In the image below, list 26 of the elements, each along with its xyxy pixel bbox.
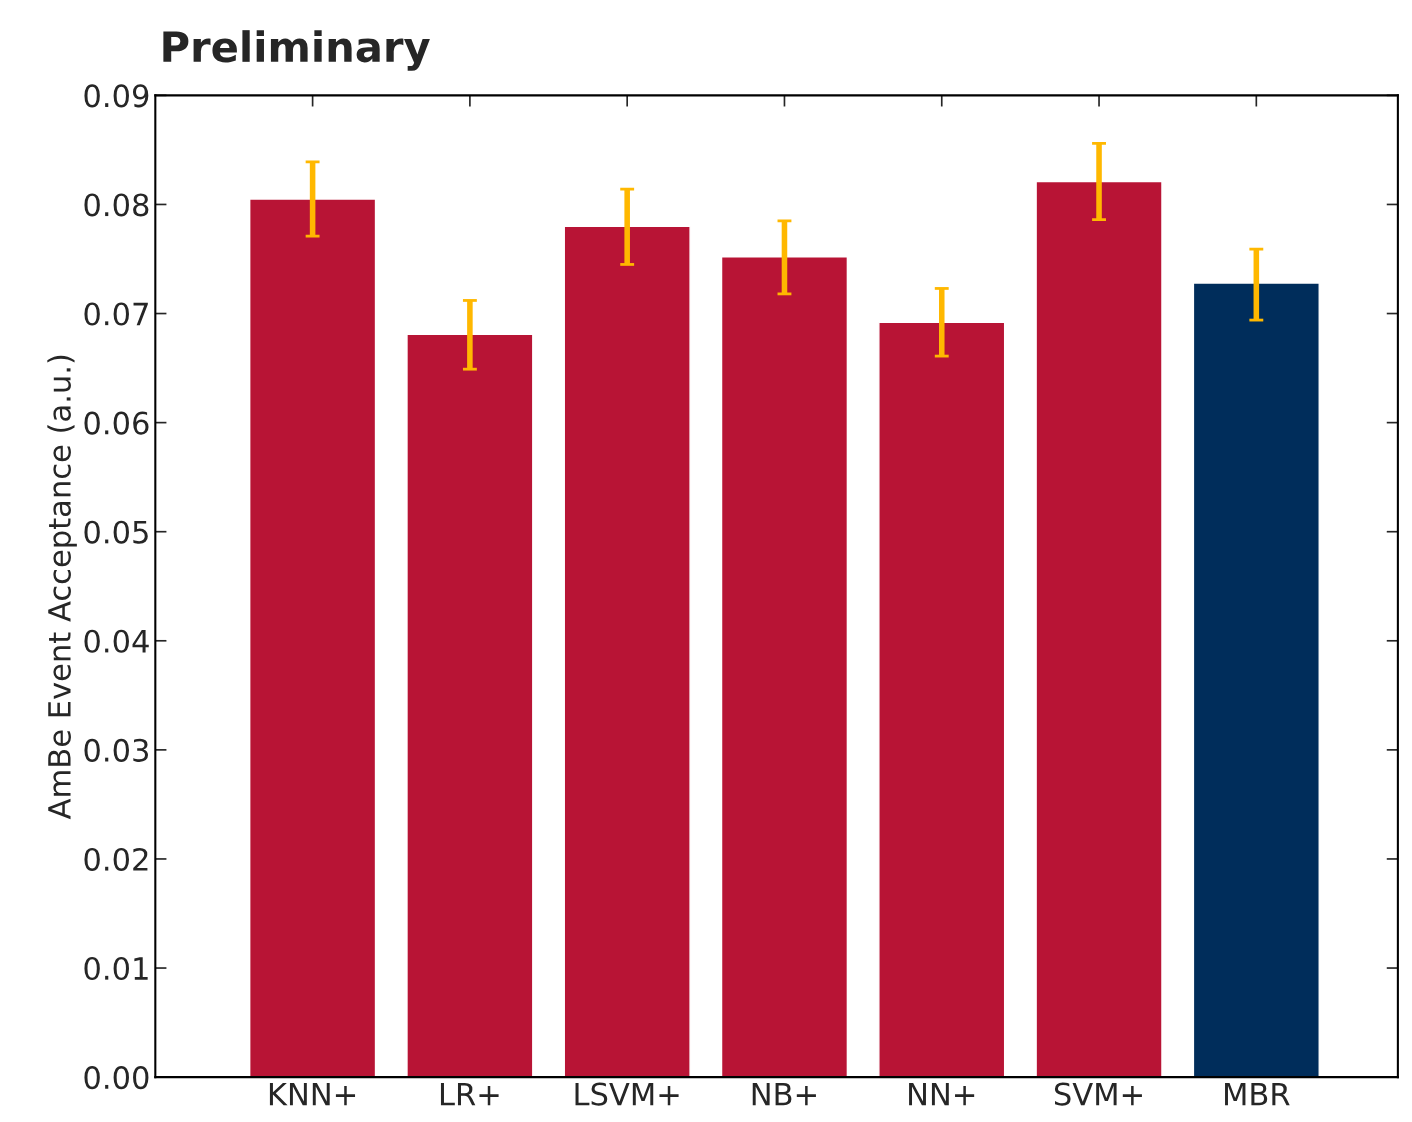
x-tick-label: NN+: [909, 1082, 975, 1106]
y-tick-label: 0.01: [84, 956, 148, 981]
y-tick-label: 0.05: [84, 520, 148, 544]
y-tick-label: 0.03: [84, 738, 149, 762]
y-tick-label: 0.00: [84, 1066, 149, 1090]
x-tick-label: NB+: [752, 1082, 816, 1106]
y-tick-label: 0.07: [84, 302, 148, 326]
bar: [563, 225, 691, 1078]
y-tick-label: 0.02: [84, 847, 148, 871]
bar: [248, 198, 377, 1078]
bar: [406, 333, 534, 1078]
x-tick-label: LSVM+: [575, 1082, 679, 1106]
y-tick-label: 0.09: [84, 84, 149, 108]
y-tick-label: 0.08: [84, 193, 149, 217]
chart-title: Preliminary: [163, 30, 430, 71]
x-tick-label: KNN+: [269, 1082, 356, 1106]
bar: [720, 256, 849, 1078]
x-tick-label: LR+: [440, 1082, 499, 1106]
bar: [1192, 282, 1320, 1078]
x-tick-label: SVM+: [1054, 1082, 1142, 1106]
bar: [1035, 180, 1163, 1078]
y-tick-label: 0.06: [84, 411, 149, 435]
bar: [878, 321, 1006, 1078]
y-axis-title: AmBe Event Acceptance (a.u.): [47, 355, 77, 820]
y-tick-label: 0.04: [84, 629, 149, 653]
x-tick-label: MBR: [1225, 1082, 1290, 1106]
